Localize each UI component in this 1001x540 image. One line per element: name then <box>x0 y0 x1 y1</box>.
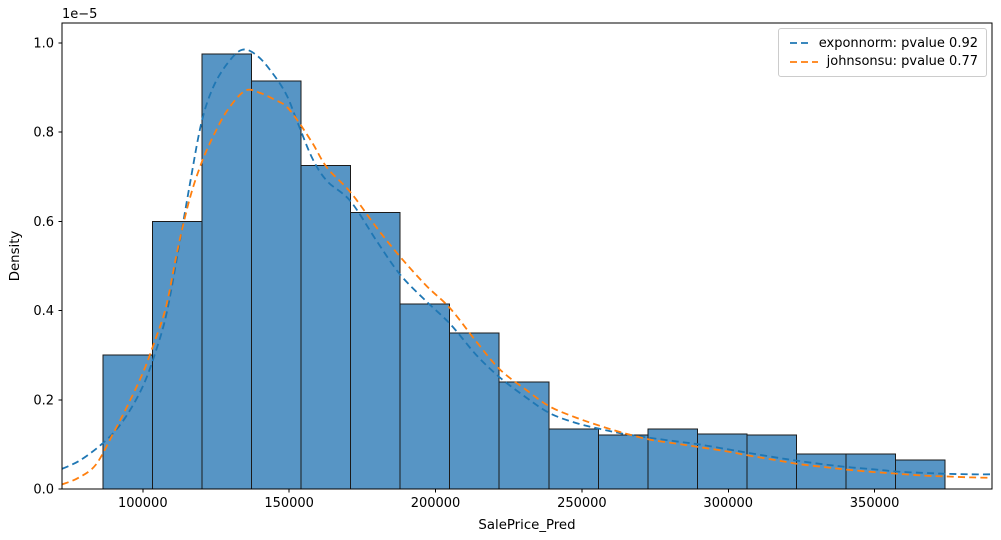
legend-item-johnsonsu: johnsonsu: pvalue 0.77 <box>789 55 978 68</box>
histogram-bar <box>795 453 847 490</box>
x-tick-label: 300000 <box>703 496 753 511</box>
histogram-bar <box>597 434 649 490</box>
histogram-bar <box>201 53 253 490</box>
y-tick-label: 1.0 <box>33 36 54 51</box>
johnsonsu-curve <box>61 88 993 486</box>
legend-label-exponnorm: exponnorm: pvalue 0.92 <box>818 35 978 51</box>
y-tick-label: 0.6 <box>33 215 54 230</box>
y-axis-offset-label: 1e−5 <box>62 7 97 22</box>
axis-ticks: 100000 150000 200000 250000 300000 350000 0.0 0… <box>33 36 899 511</box>
histogram-bars <box>102 53 946 490</box>
histogram-bar <box>548 428 599 490</box>
histogram-bar <box>102 354 154 490</box>
y-tick-label: 0.0 <box>33 483 54 498</box>
x-tick-label: 200000 <box>411 496 461 511</box>
histogram-bar <box>746 434 797 490</box>
histogram-bar <box>449 332 500 490</box>
histogram-bar <box>696 433 748 490</box>
x-tick-label: 350000 <box>850 496 900 511</box>
x-axis-label: SalePrice_Pred <box>478 518 575 533</box>
histogram-bar <box>399 303 451 490</box>
exponnorm-curve <box>61 48 993 476</box>
histogram-bar <box>152 220 203 490</box>
y-tick-label: 0.8 <box>33 126 54 141</box>
histogram-bar <box>498 381 550 490</box>
histogram-bar <box>300 165 352 490</box>
x-tick-label: 100000 <box>118 496 168 511</box>
x-tick-label: 150000 <box>264 496 314 511</box>
legend: exponnorm: pvalue 0.92 johnsonsu: pvalue… <box>778 28 987 77</box>
exponnorm-line-sample <box>790 42 810 45</box>
histogram-bar <box>350 211 401 490</box>
y-axis-label: Density <box>8 231 23 282</box>
legend-item-exponnorm: exponnorm: pvalue 0.92 <box>789 37 978 50</box>
y-tick-label: 0.4 <box>33 304 54 319</box>
y-tick-label: 0.2 <box>33 393 54 408</box>
legend-label-johnsonsu: johnsonsu: pvalue 0.77 <box>826 54 978 70</box>
johnsonsu-line-sample <box>790 60 818 63</box>
histogram-bar <box>251 80 302 490</box>
fit-curves <box>61 48 993 486</box>
x-tick-label: 250000 <box>557 496 607 511</box>
axes-frame <box>61 22 993 490</box>
